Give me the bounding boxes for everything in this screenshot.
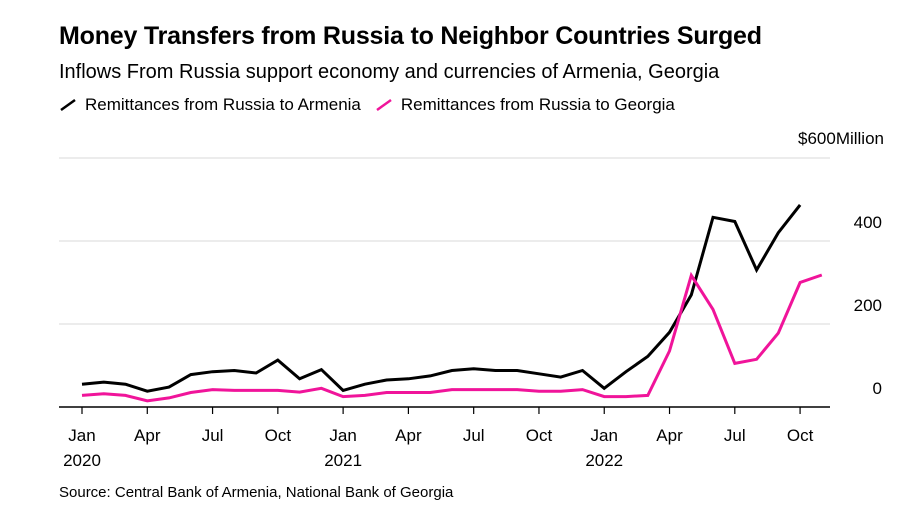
chart-title: Money Transfers from Russia to Neighbor … (59, 22, 762, 50)
chart-subtitle: Inflows From Russia support economy and … (59, 61, 720, 83)
x-tick-label-3: Apr (134, 426, 161, 445)
y-tick-label-200: 200 (854, 296, 882, 315)
x-tick-label-9: Oct (265, 426, 292, 445)
x-tick-label-6: Jul (202, 426, 224, 445)
series-line-armenia (81, 203, 802, 393)
x-tick-year-12: 2021 (324, 451, 362, 470)
x-tick-label-15: Apr (395, 426, 422, 445)
x-tick-label-12: Jan (329, 426, 356, 445)
legend-swatch-armenia (60, 98, 76, 112)
x-tick-year-24: 2022 (585, 451, 623, 470)
legend-label-armenia: Remittances from Russia to Armenia (85, 95, 361, 114)
legend: Remittances from Russia to Armenia Remit… (59, 95, 689, 115)
x-tick-label-21: Oct (526, 426, 553, 445)
x-tick-label-0: Jan (68, 426, 95, 445)
legend-item-georgia: Remittances from Russia to Georgia (375, 95, 675, 115)
x-tick-label-33: Oct (787, 426, 814, 445)
y-tick-label-400: 400 (854, 213, 882, 232)
x-tick-year-0: 2020 (63, 451, 101, 470)
x-tick-label-27: Apr (656, 426, 683, 445)
x-tick-label-30: Jul (724, 426, 746, 445)
y-tick-label-0: 0 (873, 379, 882, 398)
source-note: Source: Central Bank of Armenia, Nationa… (59, 484, 454, 501)
series-line-georgia (81, 271, 823, 403)
y-axis-unit-label: $600Million (798, 129, 884, 148)
x-tick-label-24: Jan (591, 426, 618, 445)
legend-label-georgia: Remittances from Russia to Georgia (400, 95, 675, 114)
legend-swatch-georgia (376, 98, 392, 112)
x-tick-label-18: Jul (463, 426, 485, 445)
legend-item-armenia: Remittances from Russia to Armenia (59, 95, 361, 115)
